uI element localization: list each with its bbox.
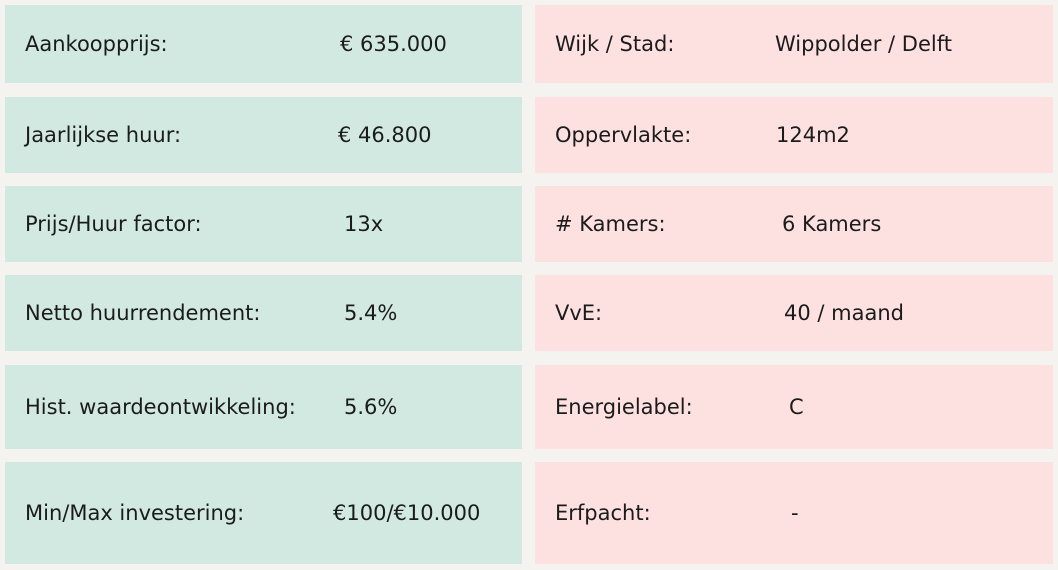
- label-kamers: # Kamers:: [555, 212, 666, 236]
- card-energielabel: Energielabel: C: [535, 365, 1053, 449]
- label-waardeontwikkeling: Hist. waardeontwikkeling:: [25, 395, 296, 419]
- card-netto-huurrendement: Netto huurrendement: 5.4%: [5, 275, 522, 351]
- label-oppervlakte: Oppervlakte:: [555, 123, 692, 147]
- card-erfpacht: Erfpacht: -: [535, 462, 1053, 564]
- value-netto-huurrendement: 5.4%: [344, 301, 398, 325]
- card-wijk-stad: Wijk / Stad: Wippolder / Delft: [535, 5, 1053, 83]
- label-vve: VvE:: [555, 301, 603, 325]
- label-prijs-huur-factor: Prijs/Huur factor:: [25, 212, 202, 236]
- label-netto-huurrendement: Netto huurrendement:: [25, 301, 261, 325]
- card-kamers: # Kamers: 6 Kamers: [535, 186, 1053, 262]
- value-wijk-stad: Wippolder / Delft: [775, 32, 952, 56]
- label-energielabel: Energielabel:: [555, 395, 693, 419]
- value-aankoopprijs: € 635.000: [340, 32, 447, 56]
- card-prijs-huur-factor: Prijs/Huur factor: 13x: [5, 186, 522, 262]
- value-min-max-investering: €100/€10.000: [333, 501, 481, 525]
- card-vve: VvE: 40 / maand: [535, 275, 1053, 351]
- label-wijk-stad: Wijk / Stad:: [555, 32, 675, 56]
- value-vve: 40 / maand: [784, 301, 904, 325]
- value-energielabel: C: [789, 395, 804, 419]
- card-jaarlijkse-huur: Jaarlijkse huur: € 46.800: [5, 97, 522, 173]
- card-waardeontwikkeling: Hist. waardeontwikkeling: 5.6%: [5, 365, 522, 449]
- card-aankoopprijs: Aankoopprijs: € 635.000: [5, 5, 522, 83]
- label-erfpacht: Erfpacht:: [555, 501, 651, 525]
- card-min-max-investering: Min/Max investering: €100/€10.000: [5, 462, 522, 564]
- value-prijs-huur-factor: 13x: [344, 212, 384, 236]
- value-erfpacht: -: [791, 501, 799, 525]
- value-kamers: 6 Kamers: [782, 212, 882, 236]
- value-waardeontwikkeling: 5.6%: [344, 395, 398, 419]
- label-jaarlijkse-huur: Jaarlijkse huur:: [25, 123, 182, 147]
- card-oppervlakte: Oppervlakte: 124m2: [535, 97, 1053, 173]
- label-aankoopprijs: Aankoopprijs:: [25, 32, 168, 56]
- label-min-max-investering: Min/Max investering:: [25, 501, 245, 525]
- value-jaarlijkse-huur: € 46.800: [338, 123, 432, 147]
- value-oppervlakte: 124m2: [776, 123, 850, 147]
